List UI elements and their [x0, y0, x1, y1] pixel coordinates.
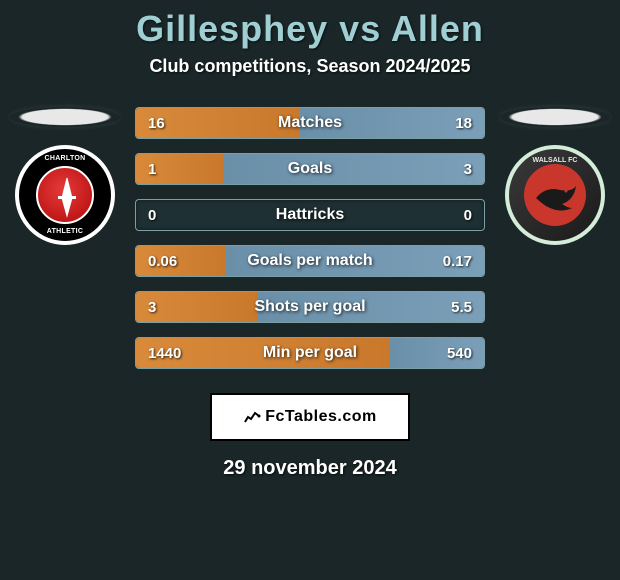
stat-bar: 3 5.5 Shots per goal [135, 291, 485, 323]
stat-label: Shots per goal [254, 298, 365, 316]
crest-inner [524, 164, 586, 226]
brand-badge[interactable]: FcTables.com [210, 393, 410, 441]
content-row: CHARLTON ATHLETIC 16 18 Matches 1 3 Goals 0 0 Ha… [0, 107, 620, 369]
stat-bar: 0.06 0.17 Goals per match [135, 245, 485, 277]
ellipse-shadow [500, 107, 610, 127]
stat-bar: 1440 540 Min per goal [135, 337, 485, 369]
chart-icon [243, 408, 261, 426]
comparison-widget: Gillesphey vs Allen Club competitions, S… [0, 0, 620, 480]
stat-value-right: 0.17 [443, 253, 472, 270]
stat-label: Min per goal [263, 344, 357, 362]
crest-text-top: WALSALL FC [509, 157, 601, 164]
stat-value-right: 18 [455, 115, 472, 132]
stat-label: Matches [278, 114, 342, 132]
stat-value-right: 5.5 [451, 299, 472, 316]
stats-column: 16 18 Matches 1 3 Goals 0 0 Hattricks 0.06 0.17 Goa… [135, 107, 485, 369]
stat-bar: 0 0 Hattricks [135, 199, 485, 231]
stat-bar: 1 3 Goals [135, 153, 485, 185]
stat-label: Hattricks [276, 206, 344, 224]
brand-text: FcTables.com [265, 408, 377, 426]
stat-fill-right [223, 154, 484, 184]
page-title: Gillesphey vs Allen [0, 8, 620, 50]
footer-date: 29 november 2024 [0, 457, 620, 480]
stat-value-left: 1440 [148, 345, 181, 362]
left-team-crest: CHARLTON ATHLETIC [15, 145, 115, 245]
sword-icon [38, 168, 96, 226]
left-team-col: CHARLTON ATHLETIC [5, 107, 125, 245]
stat-value-left: 3 [148, 299, 156, 316]
stat-label: Goals [288, 160, 332, 178]
stat-value-left: 0.06 [148, 253, 177, 270]
stat-value-right: 540 [447, 345, 472, 362]
stat-value-left: 16 [148, 115, 165, 132]
bird-icon [524, 164, 586, 226]
crest-text-bottom: ATHLETIC [19, 228, 111, 235]
stat-label: Goals per match [247, 252, 372, 270]
stat-value-left: 1 [148, 161, 156, 178]
stat-value-left: 0 [148, 207, 156, 224]
page-subtitle: Club competitions, Season 2024/2025 [0, 56, 620, 77]
crest-ball-icon [36, 166, 94, 224]
stat-value-right: 3 [464, 161, 472, 178]
right-team-crest: WALSALL FC [505, 145, 605, 245]
stat-bar: 16 18 Matches [135, 107, 485, 139]
right-team-col: WALSALL FC [495, 107, 615, 245]
ellipse-shadow [10, 107, 120, 127]
stat-value-right: 0 [464, 207, 472, 224]
crest-text-top: CHARLTON [19, 155, 111, 162]
